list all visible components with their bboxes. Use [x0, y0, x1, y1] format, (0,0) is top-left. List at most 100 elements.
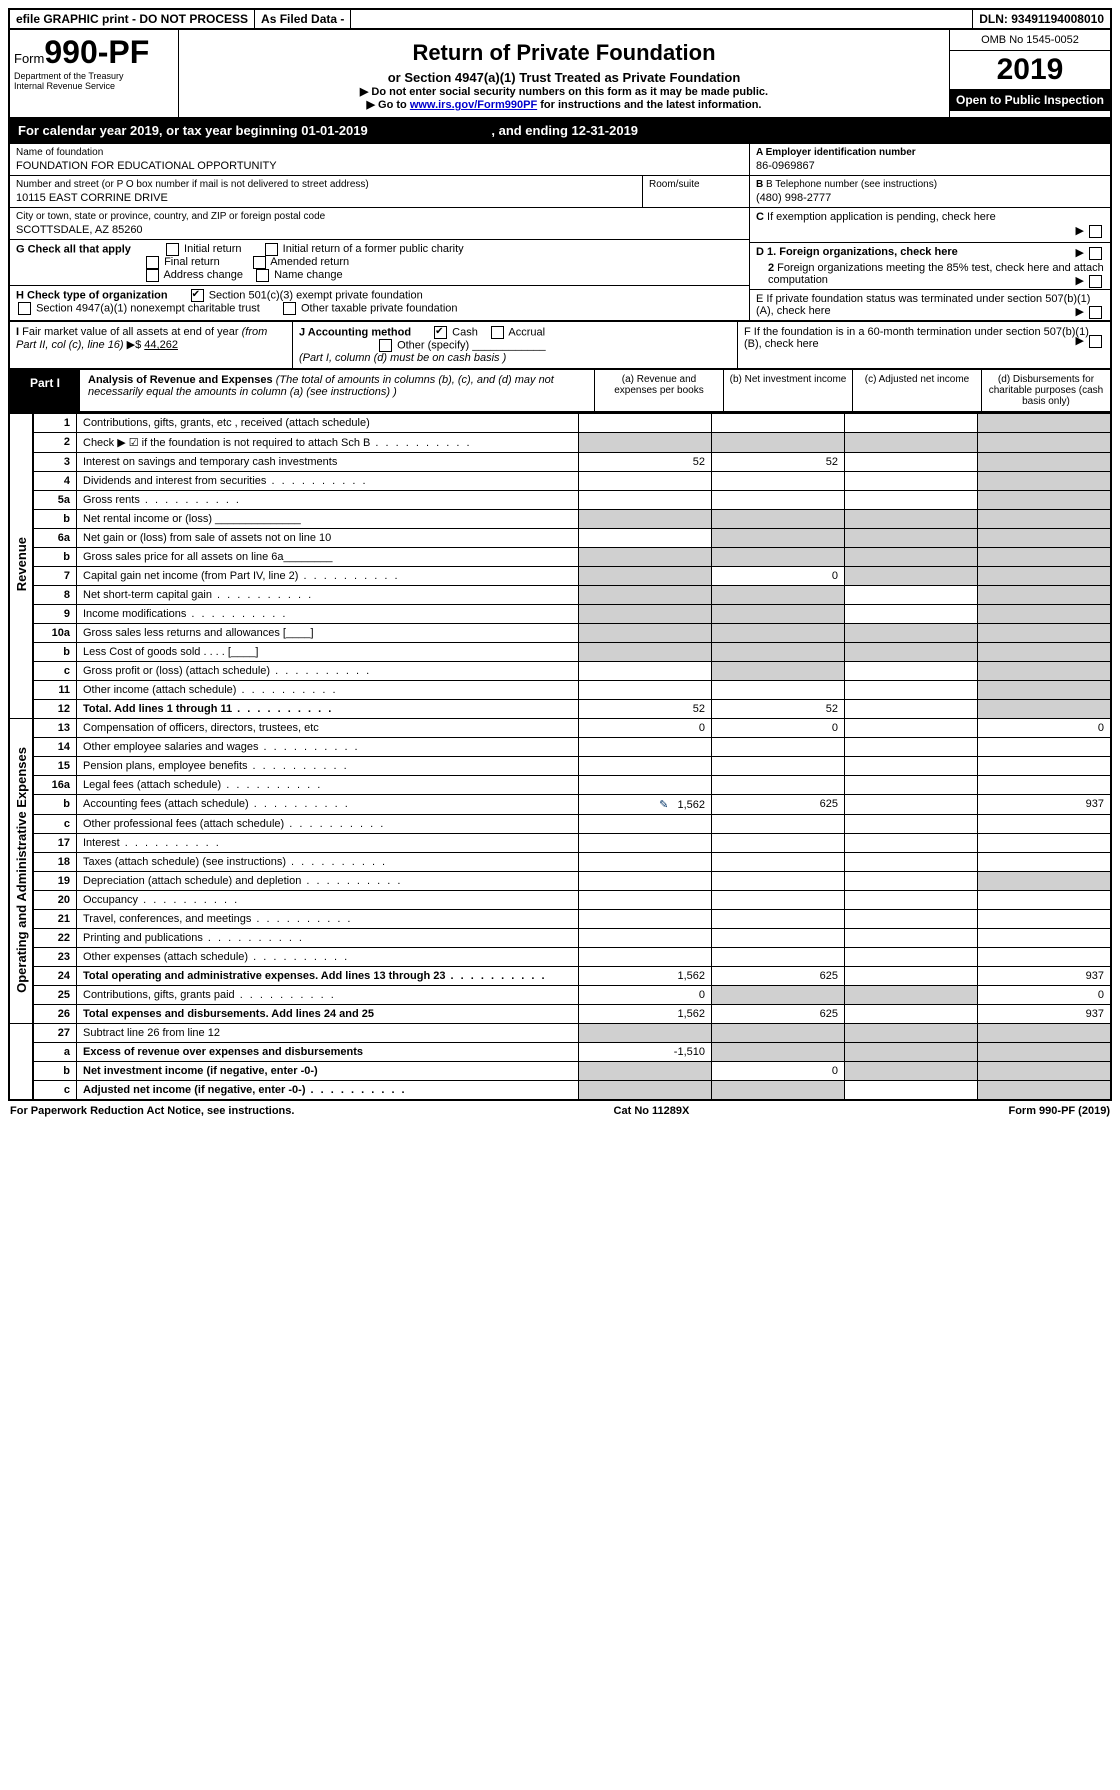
line-desc: Interest	[77, 834, 579, 853]
cell-a	[579, 1024, 712, 1043]
chk-accrual[interactable]	[491, 326, 504, 339]
cell-d	[978, 433, 1112, 453]
cell-c	[845, 529, 978, 548]
cell-d	[978, 567, 1112, 586]
line-number: c	[33, 662, 77, 681]
chk-d2[interactable]	[1089, 275, 1102, 288]
table-row: 24Total operating and administrative exp…	[9, 967, 1111, 986]
j-cell: J Accounting method Cash Accrual Other (…	[293, 322, 737, 368]
cell-a	[579, 548, 712, 567]
cell-b: 0	[712, 1062, 845, 1081]
open-public: Open to Public Inspection	[950, 89, 1110, 111]
irs-link[interactable]: www.irs.gov/Form990PF	[410, 99, 537, 111]
cell-a	[579, 643, 712, 662]
table-row: bGross sales price for all assets on lin…	[9, 548, 1111, 567]
cell-a	[579, 529, 712, 548]
line-number: a	[33, 1043, 77, 1062]
line-desc: Less Cost of goods sold . . . . [____]	[77, 643, 579, 662]
cell-d	[978, 738, 1112, 757]
cell-a	[579, 891, 712, 910]
cell-d	[978, 510, 1112, 529]
cell-b	[712, 776, 845, 795]
cell-c	[845, 1024, 978, 1043]
e-cell: E If private foundation status was termi…	[750, 290, 1110, 320]
chk-initial-former[interactable]	[265, 243, 278, 256]
table-row: Revenue1Contributions, gifts, grants, et…	[9, 414, 1111, 433]
table-row: bLess Cost of goods sold . . . . [____]	[9, 643, 1111, 662]
chk-other-tax[interactable]	[283, 302, 296, 315]
line-number: c	[33, 1081, 77, 1101]
ein-cell: A Employer identification number 86-0969…	[750, 144, 1110, 176]
line-number: 18	[33, 853, 77, 872]
attachment-icon[interactable]: ✎	[659, 799, 668, 811]
chk-initial-return[interactable]	[166, 243, 179, 256]
h-cell: H Check type of organization Section 501…	[10, 286, 749, 318]
chk-exemption[interactable]	[1089, 225, 1102, 238]
phone-lbl-text: B Telephone number (see instructions)	[766, 179, 937, 190]
note2-pre: ▶ Go to	[367, 99, 410, 111]
chk-name-change[interactable]	[256, 269, 269, 282]
chk-e[interactable]	[1089, 306, 1102, 319]
line-desc: Subtract line 26 from line 12	[77, 1024, 579, 1043]
cell-d: 0	[978, 986, 1112, 1005]
table-row: 7Capital gain net income (from Part IV, …	[9, 567, 1111, 586]
cell-c	[845, 795, 978, 815]
chk-final[interactable]	[146, 256, 159, 269]
d1-label: D 1. Foreign organizations, check here	[756, 246, 958, 258]
cell-a	[579, 948, 712, 967]
addr-cell: Number and street (or P O box number if …	[10, 176, 749, 208]
line-number: 27	[33, 1024, 77, 1043]
line-number: 13	[33, 719, 77, 738]
i-cell: I Fair market value of all assets at end…	[10, 322, 293, 368]
cell-c	[845, 548, 978, 567]
header-right: OMB No 1545-0052 2019 Open to Public Ins…	[949, 30, 1110, 117]
col-b-head: (b) Net investment income	[724, 370, 853, 411]
chk-amended[interactable]	[253, 256, 266, 269]
side-revenue: Revenue	[14, 517, 29, 611]
cell-b	[712, 681, 845, 700]
part1-tab: Part I	[10, 370, 80, 411]
dept-label: Department of the Treasury Internal Reve…	[14, 71, 174, 91]
line-desc: Gross profit or (loss) (attach schedule)	[77, 662, 579, 681]
line-desc: Excess of revenue over expenses and disb…	[77, 1043, 579, 1062]
cell-b	[712, 529, 845, 548]
cell-a	[579, 681, 712, 700]
opt-addrchange: Address change	[163, 269, 243, 281]
cell-c	[845, 662, 978, 681]
chk-4947[interactable]	[18, 302, 31, 315]
table-row: Operating and Administrative Expenses13C…	[9, 719, 1111, 738]
line-number: 14	[33, 738, 77, 757]
cell-d	[978, 605, 1112, 624]
cell-c	[845, 853, 978, 872]
table-row: 25Contributions, gifts, grants paid00	[9, 986, 1111, 1005]
line-desc: Gross sales price for all assets on line…	[77, 548, 579, 567]
cell-c	[845, 605, 978, 624]
form-number-big: 990-PF	[44, 34, 149, 70]
line-number: 19	[33, 872, 77, 891]
cell-b	[712, 605, 845, 624]
line-number: 17	[33, 834, 77, 853]
chk-other-method[interactable]	[379, 339, 392, 352]
table-row: 19Depreciation (attach schedule) and dep…	[9, 872, 1111, 891]
cell-b: 0	[712, 567, 845, 586]
table-row: 12Total. Add lines 1 through 115252	[9, 700, 1111, 719]
cell-b	[712, 853, 845, 872]
cell-b	[712, 662, 845, 681]
chk-cash[interactable]	[434, 326, 447, 339]
street-address: 10115 EAST CORRINE DRIVE	[16, 190, 642, 204]
chk-f[interactable]	[1089, 335, 1102, 348]
cell-d	[978, 662, 1112, 681]
cell-c	[845, 433, 978, 453]
topbar-filler	[351, 10, 972, 28]
cell-b	[712, 1043, 845, 1062]
line-number: c	[33, 815, 77, 834]
cell-b	[712, 491, 845, 510]
chk-d1[interactable]	[1089, 247, 1102, 260]
chk-addr-change[interactable]	[146, 269, 159, 282]
chk-501c3[interactable]	[191, 289, 204, 302]
cell-b	[712, 414, 845, 433]
cell-c	[845, 643, 978, 662]
cell-d	[978, 834, 1112, 853]
city-state-zip: SCOTTSDALE, AZ 85260	[16, 222, 743, 236]
cell-d: 937	[978, 1005, 1112, 1024]
